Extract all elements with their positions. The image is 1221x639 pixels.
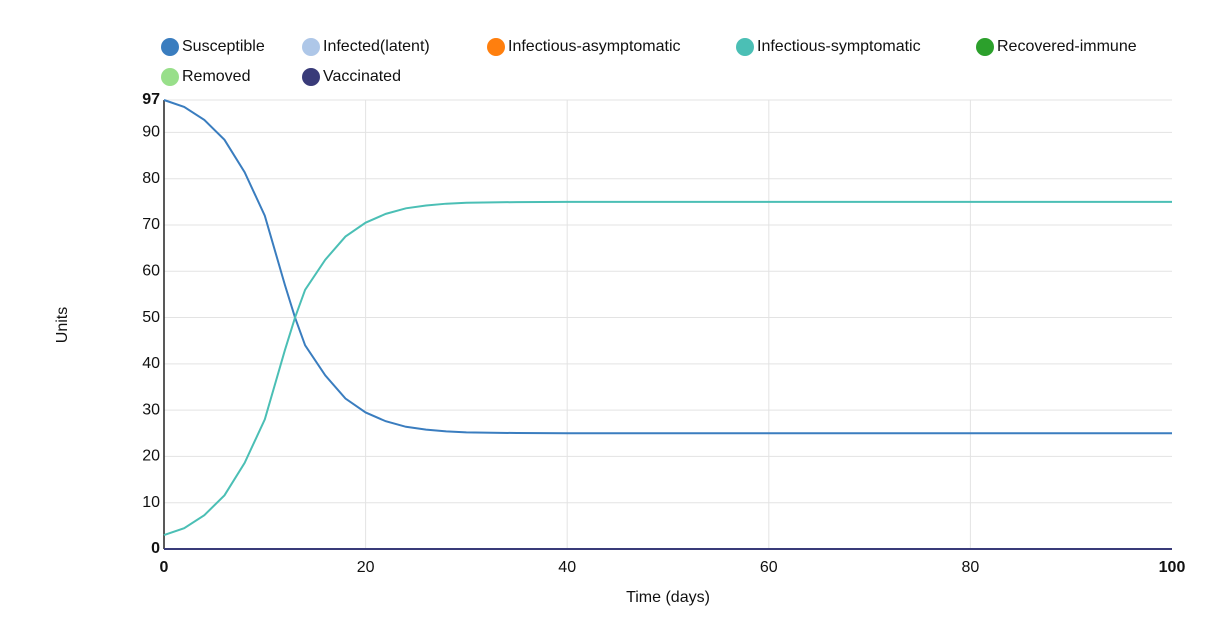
legend-label: Infectious-asymptomatic <box>508 38 681 55</box>
legend-marker <box>976 38 994 56</box>
legend-marker <box>487 38 505 56</box>
x-tick-label: 20 <box>357 559 375 576</box>
legend-label: Infectious-symptomatic <box>757 38 921 55</box>
y-tick-label: 70 <box>142 216 160 233</box>
series-line <box>163 200 1172 537</box>
x-tick-label: 60 <box>760 559 778 576</box>
x-tick-label: 40 <box>558 559 576 576</box>
legend-marker <box>302 38 320 56</box>
series-line <box>163 99 1172 435</box>
y-tick-label: 50 <box>142 309 160 326</box>
x-tick-label: 80 <box>962 559 980 576</box>
y-tick-label: 40 <box>142 355 160 372</box>
y-tick-label: 10 <box>142 494 160 511</box>
y-tick-label: 80 <box>142 170 160 187</box>
y-tick-label: 60 <box>142 262 160 279</box>
legend-label: Recovered-immune <box>997 38 1137 55</box>
y-tick-label: 30 <box>142 401 160 418</box>
y-tick-label: 97 <box>142 91 160 108</box>
y-tick-label: 20 <box>142 448 160 465</box>
y-tick-label: 0 <box>151 540 160 557</box>
legend-marker <box>736 38 754 56</box>
x-axis-label: Time (days) <box>626 589 710 606</box>
x-tick-label: 0 <box>160 559 169 576</box>
y-tick-label: 90 <box>142 124 160 141</box>
x-tick-label: 100 <box>1159 559 1186 576</box>
legend-label: Vaccinated <box>323 68 401 85</box>
legend-marker <box>161 68 179 86</box>
legend-label: Susceptible <box>182 38 265 55</box>
legend-label: Infected(latent) <box>323 38 430 55</box>
y-axis-label: Units <box>54 307 71 343</box>
legend-marker <box>161 38 179 56</box>
legend-marker <box>302 68 320 86</box>
legend-label: Removed <box>182 68 250 85</box>
